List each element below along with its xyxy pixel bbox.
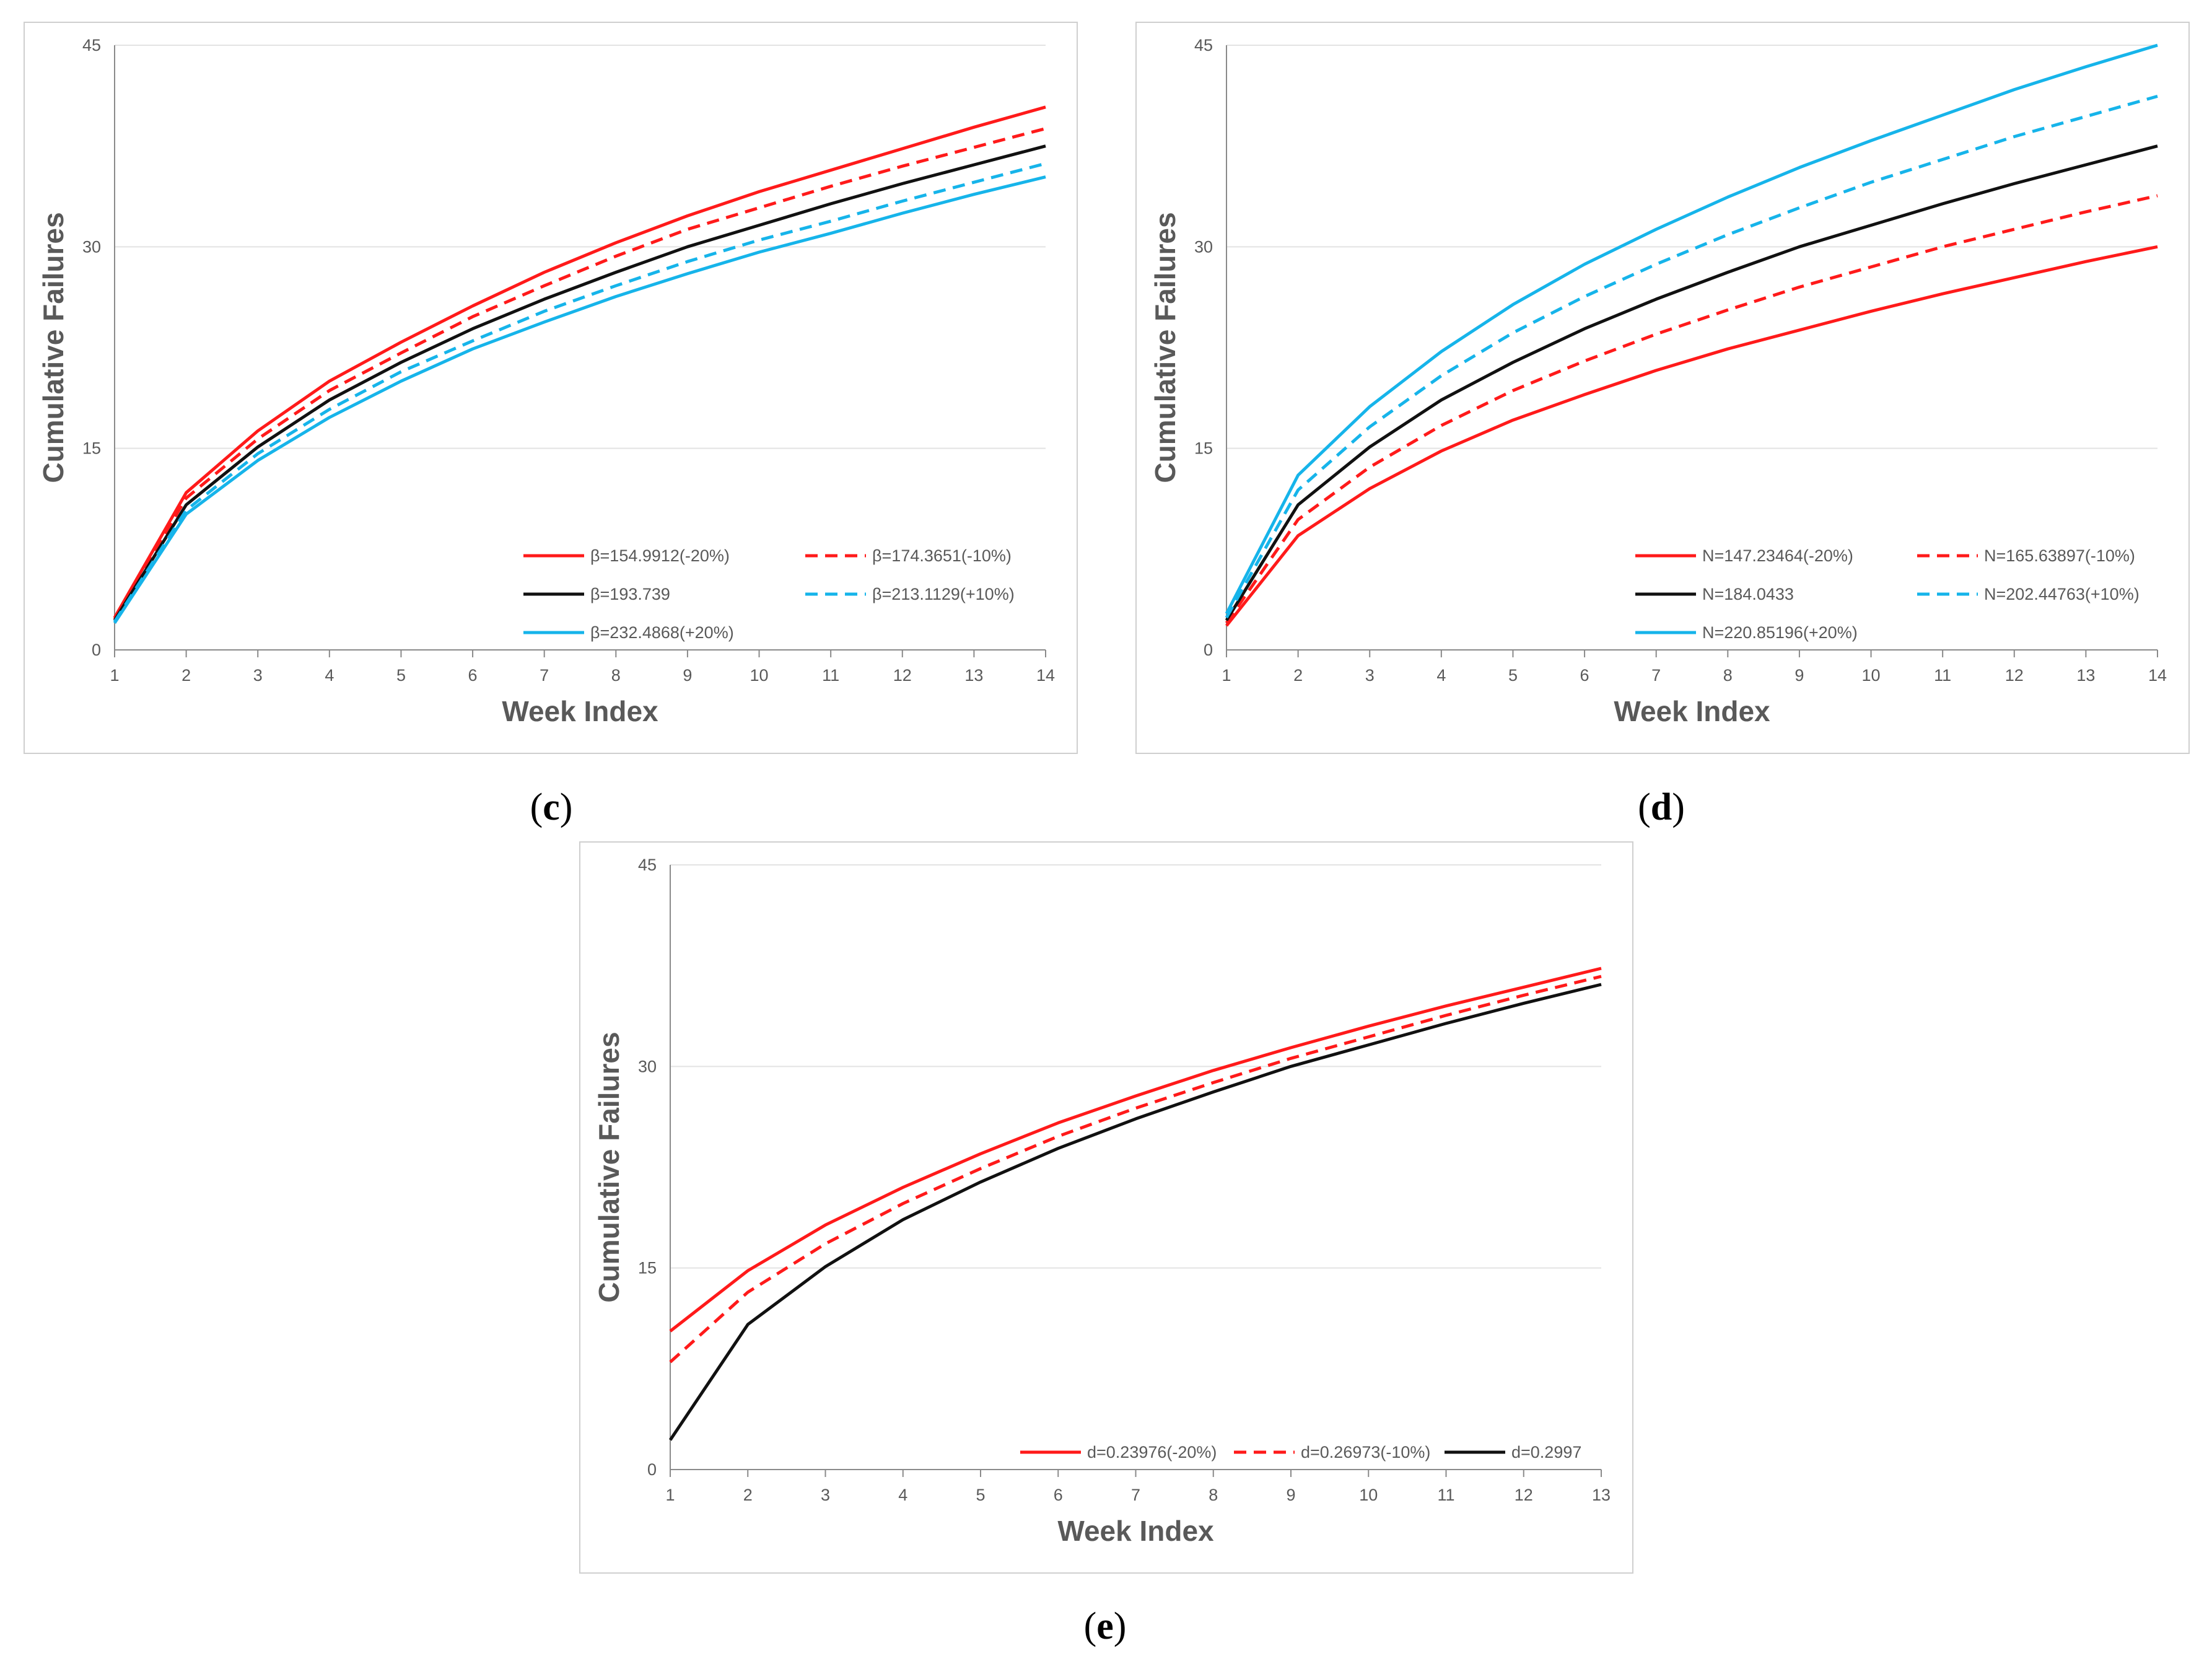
- x-tick-label-e-11: 12: [1515, 1486, 1533, 1504]
- legend-label-c-2: β=193.739: [590, 585, 670, 603]
- x-axis-title-d: Week Index: [1614, 695, 1770, 727]
- series-line-c-2: [113, 144, 1046, 621]
- x-tick-label-e-6: 7: [1131, 1486, 1140, 1504]
- caption-d-letter: d: [1650, 786, 1672, 828]
- y-tick-label-e-1: 15: [638, 1259, 657, 1277]
- x-tick-label-d-2: 3: [1365, 666, 1375, 685]
- y-tick-label-e-2: 30: [638, 1057, 657, 1076]
- chart-panel-d: 0 15 30 45 1 2 3 4 5 6 7 8 9 10 11 12 13 14 Week Index Cumu…: [1135, 22, 2190, 754]
- series-line-d-4: [1225, 43, 2158, 615]
- legend-label-c-0: β=154.9912(-20%): [590, 546, 730, 565]
- x-tick-label-c-13: 14: [1036, 666, 1055, 685]
- x-tick-label-d-13: 14: [2148, 666, 2167, 685]
- series-line-d-3: [1225, 94, 2158, 619]
- x-tick-label-d-0: 1: [1222, 666, 1231, 685]
- x-tick-label-d-5: 6: [1580, 666, 1589, 685]
- series-line-c-1: [113, 127, 1046, 620]
- x-tick-label-d-9: 10: [1862, 666, 1881, 685]
- x-tick-label-c-0: 1: [110, 666, 119, 685]
- x-tick-label-e-0: 1: [665, 1486, 675, 1504]
- y-tick-label-c-3: 45: [82, 36, 101, 55]
- x-tick-label-e-7: 8: [1209, 1486, 1218, 1504]
- y-axis-title-e: Cumulative Failures: [593, 1032, 625, 1302]
- y-tick-label-d-3: 45: [1194, 36, 1213, 55]
- series-line-d-2: [1225, 144, 2158, 621]
- x-tick-label-c-3: 4: [325, 666, 334, 685]
- x-tick-label-e-4: 5: [976, 1486, 985, 1504]
- y-tick-label-e-3: 45: [638, 856, 657, 874]
- legend-label-d-0: N=147.23464(-20%): [1702, 546, 1853, 565]
- series-line-e-1: [669, 975, 1602, 1364]
- x-tick-label-e-9: 10: [1359, 1486, 1378, 1504]
- x-tick-label-c-9: 10: [750, 666, 769, 685]
- x-tick-label-c-10: 11: [822, 666, 839, 685]
- y-tick-label-d-1: 15: [1194, 439, 1213, 458]
- series-line-c-0: [113, 105, 1046, 619]
- legend-label-d-2: N=184.0433: [1702, 585, 1794, 603]
- x-axis-title-e: Week Index: [1057, 1515, 1214, 1547]
- x-tick-label-c-8: 9: [683, 666, 692, 685]
- y-tick-label-c-2: 30: [82, 237, 101, 256]
- y-axis-title-d: Cumulative Failures: [1149, 212, 1181, 483]
- x-tick-label-e-1: 2: [743, 1486, 753, 1504]
- series-line-d-1: [1225, 194, 2158, 624]
- y-axis-title-c: Cumulative Failures: [37, 212, 69, 483]
- legend-label-e-2: d=0.2997: [1511, 1443, 1581, 1461]
- series-line-d-0: [1225, 245, 2158, 627]
- x-tick-label-c-1: 2: [181, 666, 191, 685]
- chart-panel-e: 0 15 30 45 1 2 3 4 5 6 7 8 9 10 11 12 13 Week Index Cumula…: [579, 841, 1633, 1574]
- x-tick-label-e-12: 13: [1592, 1486, 1611, 1504]
- legend-label-d-3: N=202.44763(+10%): [1984, 585, 2140, 603]
- x-tick-label-c-5: 6: [468, 666, 478, 685]
- legend-label-e-1: d=0.26973(-10%): [1301, 1443, 1430, 1461]
- series-line-c-3: [113, 162, 1046, 623]
- x-tick-label-e-10: 11: [1437, 1486, 1454, 1504]
- x-tick-label-d-10: 11: [1934, 666, 1951, 685]
- x-tick-label-c-7: 8: [611, 666, 621, 685]
- x-tick-label-e-5: 6: [1054, 1486, 1063, 1504]
- caption-c: (c): [530, 786, 573, 828]
- caption-e-letter: e: [1096, 1605, 1114, 1647]
- y-tick-label-c-1: 15: [82, 439, 101, 458]
- x-tick-label-c-6: 7: [540, 666, 549, 685]
- legend-label-e-0: d=0.23976(-20%): [1087, 1443, 1217, 1461]
- series-line-c-4: [113, 175, 1046, 624]
- x-tick-label-d-7: 8: [1723, 666, 1733, 685]
- x-tick-label-d-11: 12: [2005, 666, 2024, 685]
- y-tick-label-e-0: 0: [647, 1460, 657, 1479]
- legend-label-d-1: N=165.63897(-10%): [1984, 546, 2135, 565]
- legend-label-c-4: β=232.4868(+20%): [590, 623, 734, 642]
- x-tick-label-e-3: 4: [898, 1486, 907, 1504]
- x-tick-label-d-1: 2: [1293, 666, 1303, 685]
- x-tick-label-c-2: 3: [253, 666, 263, 685]
- x-tick-label-d-12: 13: [2076, 666, 2095, 685]
- caption-e: (e): [1083, 1605, 1127, 1647]
- chart-panel-c: 0 15 30 45 1 2 3 4 5 6 7 8 9 10 11 12 13 14 Week Index Cumu…: [24, 22, 1078, 754]
- x-tick-label-c-12: 13: [964, 666, 983, 685]
- x-tick-label-e-2: 3: [821, 1486, 830, 1504]
- legend-label-c-3: β=213.1129(+10%): [872, 585, 1015, 603]
- x-tick-label-d-4: 5: [1508, 666, 1518, 685]
- x-tick-label-d-3: 4: [1436, 666, 1446, 685]
- x-tick-label-d-6: 7: [1651, 666, 1661, 685]
- legend-label-c-1: β=174.3651(-10%): [872, 546, 1012, 565]
- caption-c-letter: c: [543, 786, 560, 828]
- series-line-e-0: [669, 966, 1602, 1333]
- x-tick-label-c-4: 5: [396, 666, 406, 685]
- y-tick-label-d-2: 30: [1194, 237, 1213, 256]
- y-tick-label-d-0: 0: [1204, 641, 1213, 659]
- x-tick-label-c-11: 12: [893, 666, 912, 685]
- y-tick-label-c-0: 0: [92, 641, 101, 659]
- x-tick-label-e-8: 9: [1286, 1486, 1295, 1504]
- caption-d: (d): [1638, 786, 1685, 828]
- x-axis-title-c: Week Index: [502, 695, 658, 727]
- legend-label-d-4: N=220.85196(+20%): [1702, 623, 1858, 642]
- x-tick-label-d-8: 9: [1795, 666, 1804, 685]
- series-line-e-2: [668, 983, 1602, 1441]
